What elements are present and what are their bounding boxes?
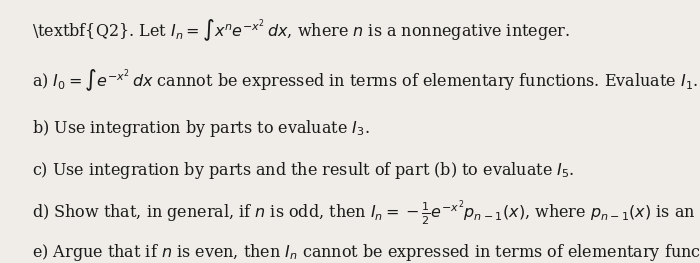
Text: c) Use integration by parts and the result of part (b) to evaluate $I_5$.: c) Use integration by parts and the resu… xyxy=(32,160,574,181)
Text: \textbf{Q2}. Let $I_n = \int x^n e^{-x^2}\, dx$, where $n$ is a nonnegative inte: \textbf{Q2}. Let $I_n = \int x^n e^{-x^2… xyxy=(32,18,570,45)
Text: e) Argue that if $n$ is even, then $I_n$ cannot be expressed in terms of element: e) Argue that if $n$ is even, then $I_n$… xyxy=(32,242,700,263)
Text: a) $I_0 = \int e^{-x^2}\, dx$ cannot be expressed in terms of elementary functio: a) $I_0 = \int e^{-x^2}\, dx$ cannot be … xyxy=(32,68,698,95)
Text: b) Use integration by parts to evaluate $I_3$.: b) Use integration by parts to evaluate … xyxy=(32,118,369,139)
Text: d) Show that, in general, if $n$ is odd, then $I_n = -\frac{1}{2}e^{-x^2} p_{n-1: d) Show that, in general, if $n$ is odd,… xyxy=(32,198,700,228)
